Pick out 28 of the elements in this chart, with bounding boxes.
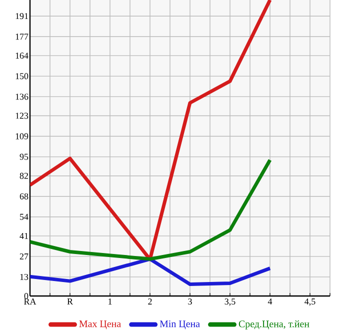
line-series bbox=[30, 158, 272, 261]
y-tick-label: 0 bbox=[24, 292, 28, 300]
x-tick-label: RA bbox=[24, 298, 36, 304]
x-tick-label: 2 bbox=[148, 298, 152, 304]
x-tick-label: 4 bbox=[268, 298, 272, 304]
y-tick-label: 41 bbox=[20, 232, 28, 239]
line-series bbox=[30, 257, 272, 286]
y-tick-label: 191 bbox=[16, 13, 28, 20]
y-tick-label: 136 bbox=[16, 94, 28, 100]
x-tick-label: 1 bbox=[108, 298, 112, 304]
y-tick-label: 27 bbox=[20, 253, 28, 260]
y-tick-label: 164 bbox=[16, 52, 28, 59]
y-tick-label: 177 bbox=[16, 34, 28, 40]
y-tick-label: 150 bbox=[16, 73, 28, 80]
legend-label: Max Цена bbox=[79, 320, 121, 330]
x-tick-label: R bbox=[67, 298, 73, 304]
y-tick-label: 13 bbox=[20, 274, 28, 280]
x-tick-label: 4,5 bbox=[304, 298, 316, 306]
y-tick-label: 68 bbox=[20, 193, 28, 200]
legend-label: Min Цена bbox=[160, 320, 200, 330]
legend-label: Сред.Цена, т.йен bbox=[238, 320, 310, 330]
x-tick-label: 3 bbox=[188, 298, 192, 305]
y-tick-label: 54 bbox=[20, 214, 28, 220]
y-tick-label: 95 bbox=[20, 154, 28, 160]
x-tick-label: 3,5 bbox=[224, 298, 236, 306]
y-tick-label: 123 bbox=[16, 112, 28, 119]
y-tick-label: 109 bbox=[16, 133, 28, 140]
y-tick-label: 82 bbox=[20, 172, 28, 179]
